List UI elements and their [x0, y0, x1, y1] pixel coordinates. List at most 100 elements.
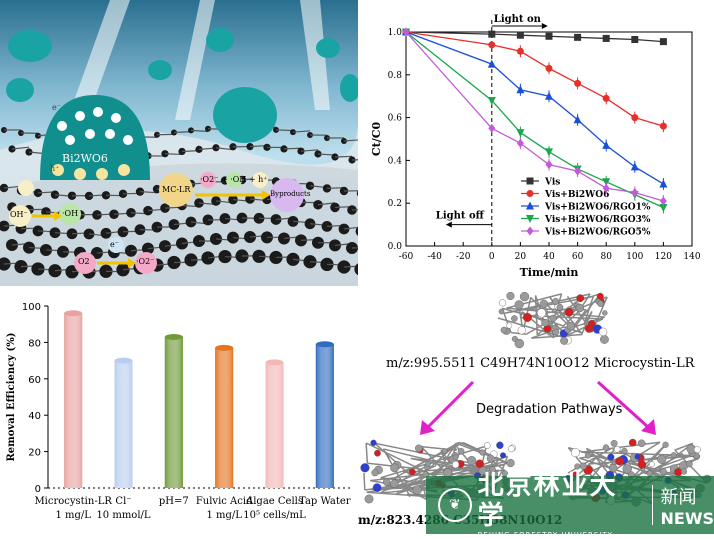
- radicals-label: ·O2⁻ + ·OH + h⁺: [200, 175, 267, 184]
- atom: [476, 460, 484, 468]
- atom: [508, 446, 514, 452]
- data-point: [546, 33, 553, 40]
- x-tick-label: 0: [489, 252, 495, 262]
- x-tick-label: 40: [543, 252, 555, 262]
- data-point: [574, 80, 581, 87]
- y-axis-label: Ct/C0: [370, 122, 383, 157]
- y-tick-label: 40: [28, 411, 41, 422]
- data-point: [545, 148, 553, 156]
- data-point: [603, 95, 610, 102]
- atom: [415, 445, 422, 452]
- y-tick-label: 80: [28, 338, 41, 349]
- category-sublabel: 10 mmol/L: [96, 510, 150, 521]
- series-line: [406, 32, 663, 201]
- atom: [603, 445, 609, 451]
- atom: [694, 446, 700, 452]
- hydroxyl-label: ·OH: [62, 209, 78, 218]
- atom: [663, 442, 669, 448]
- atom: [674, 468, 682, 476]
- bar-cap: [266, 359, 284, 365]
- atom: [523, 313, 532, 322]
- parent-formula: m/z:995.5511 C49H74N10O12 Microcystin-LR: [386, 356, 694, 371]
- atom: [501, 327, 507, 333]
- bar-shade: [266, 362, 284, 488]
- watermark-divider: [652, 485, 653, 525]
- watermark-news-en: NEWS: [661, 509, 714, 528]
- legend-label: Vis+Bi2WO6: [544, 190, 609, 200]
- x-tick-label: 20: [515, 252, 527, 262]
- atom: [638, 461, 646, 469]
- category-label: Tap Water: [299, 496, 351, 507]
- hole-label: h⁺: [50, 164, 59, 173]
- data-point: [488, 41, 495, 48]
- atom: [611, 440, 617, 446]
- atom: [585, 324, 593, 332]
- y-tick-label: 0.0: [388, 242, 403, 252]
- series-4: [403, 28, 667, 208]
- series-line: [406, 32, 663, 42]
- series-line: [406, 32, 663, 184]
- atom: [681, 469, 687, 475]
- electron-label: e⁻: [52, 103, 61, 112]
- atom: [373, 484, 381, 492]
- atom: [480, 450, 486, 456]
- atom: [518, 326, 526, 334]
- atom: [629, 439, 636, 446]
- category-label: Fulvic Acid: [196, 496, 253, 507]
- x-tick-label: -60: [399, 252, 414, 262]
- atom: [571, 448, 580, 457]
- mc-lr-label: MC-LR: [162, 185, 190, 194]
- atom: [484, 442, 490, 448]
- data-point: [517, 139, 524, 148]
- data-point: [631, 162, 639, 170]
- data-point: [488, 31, 495, 38]
- carbon-bond: [276, 130, 293, 131]
- legend-label: Vis+Bi2WO6/RGO5%: [544, 228, 651, 238]
- bar-cap: [115, 358, 133, 364]
- y-tick-label: 0.6: [388, 114, 403, 124]
- atom: [577, 295, 584, 302]
- category-label: Microcystin-LR: [34, 496, 112, 507]
- atom: [453, 455, 458, 460]
- atom: [442, 449, 447, 454]
- bar-cap: [165, 334, 183, 340]
- data-point: [660, 38, 667, 45]
- atom: [467, 456, 476, 465]
- x-tick-label: 140: [683, 252, 700, 262]
- atom: [616, 457, 624, 465]
- oxygen-label: O2: [78, 257, 90, 266]
- data-point: [574, 34, 581, 41]
- carbon-bond: [352, 247, 358, 248]
- x-tick-label: 120: [655, 252, 672, 262]
- atom: [452, 461, 459, 468]
- y-tick-label: 1.0: [388, 28, 403, 38]
- y-tick-label: 0.4: [388, 156, 403, 166]
- byproducts-label: Byproducts: [270, 190, 310, 198]
- y-tick-label: 0.8: [388, 71, 403, 81]
- data-point: [631, 36, 638, 43]
- y-tick-label: 0.2: [388, 199, 402, 209]
- atom: [614, 446, 620, 452]
- legend-label: Vis: [544, 178, 560, 188]
- atom: [635, 454, 641, 460]
- atom: [602, 311, 607, 316]
- data-point: [527, 178, 534, 185]
- atom: [537, 309, 546, 318]
- data-point: [527, 227, 534, 236]
- carbon-bond: [335, 156, 352, 157]
- bar-cap: [316, 341, 334, 347]
- university-logo-icon: ❦: [438, 488, 472, 522]
- y-tick-label: 60: [28, 375, 41, 386]
- electron-transfer-label: e⁻: [110, 240, 119, 249]
- bond: [366, 443, 367, 463]
- series-3: [402, 29, 667, 214]
- atom: [660, 469, 667, 476]
- atom: [374, 450, 380, 456]
- atom: [599, 328, 607, 336]
- atom: [638, 440, 645, 447]
- x-tick-label: -20: [456, 252, 471, 262]
- atom: [499, 309, 504, 314]
- data-point: [516, 129, 524, 137]
